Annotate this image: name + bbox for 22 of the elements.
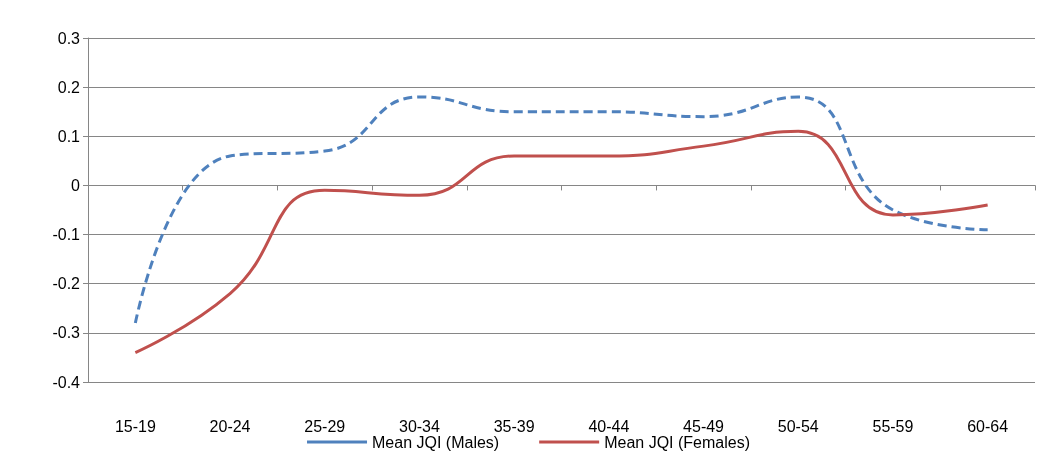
y-tick-label: -0.3 <box>52 324 81 342</box>
y-tick-label: 0.1 <box>57 127 81 145</box>
y-tick-label: 0 <box>71 176 81 194</box>
line-series <box>133 95 990 325</box>
x-tick-label: 45-49 <box>683 417 725 435</box>
legend-label: Mean JQI (Females) <box>604 433 750 451</box>
x-tick-label: 35-39 <box>493 417 535 435</box>
line-series <box>133 129 990 355</box>
x-tick-label: 15-19 <box>114 417 156 435</box>
x-tick-label: 40-44 <box>588 417 630 435</box>
legend-label: Mean JQI (Males) <box>372 433 500 451</box>
y-tick-label: -0.4 <box>52 373 81 391</box>
x-tick-label: 20-24 <box>209 417 251 435</box>
y-tick-label: -0.1 <box>52 226 81 244</box>
y-tick-label: -0.2 <box>52 275 81 293</box>
x-tick-label: 60-64 <box>967 417 1009 435</box>
x-tick-label: 25-29 <box>304 417 346 435</box>
y-tick-label: 0.2 <box>57 78 81 96</box>
x-tick-label: 55-59 <box>872 417 914 435</box>
x-tick-label: 30-34 <box>398 417 441 435</box>
x-tick-label: 50-54 <box>777 417 819 435</box>
y-tick-label: 0.3 <box>57 29 81 47</box>
